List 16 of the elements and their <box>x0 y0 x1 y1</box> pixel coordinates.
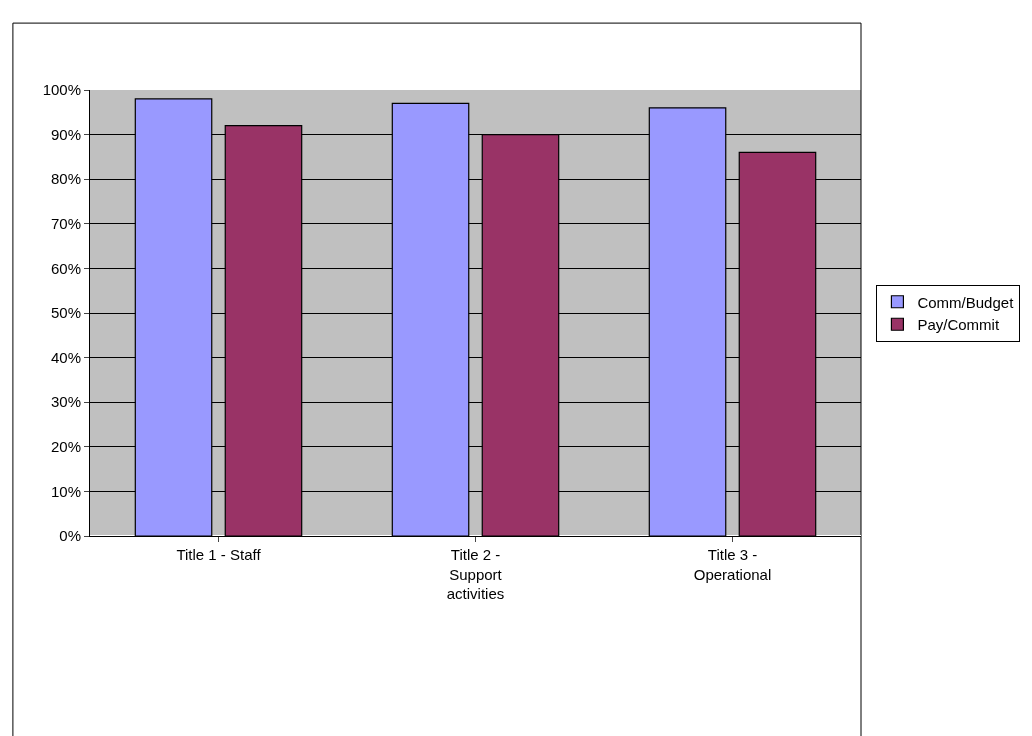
y-tick-label: 90% <box>50 125 81 143</box>
y-tick-label: 60% <box>50 259 81 277</box>
y-tick-label: 20% <box>50 438 81 456</box>
y-tick-label: 70% <box>50 215 81 233</box>
legend-label: Comm/Budget <box>917 293 1015 311</box>
y-tick-label: 40% <box>50 348 81 366</box>
y-tick-label: 50% <box>50 304 81 322</box>
x-tick-label: Title 3 - Operational <box>693 546 772 583</box>
legend-label: Pay/Commit <box>917 316 1000 334</box>
x-tick-label: Title 2 - Support activities <box>446 546 505 602</box>
y-tick-label: 0% <box>59 527 81 545</box>
y-tick-label: 100% <box>42 81 81 99</box>
y-tick-label: 80% <box>50 170 81 188</box>
y-tick-label: 30% <box>50 393 81 411</box>
y-tick-label: 10% <box>50 482 81 500</box>
x-tick-label: Title 1 - Staff <box>176 546 262 563</box>
